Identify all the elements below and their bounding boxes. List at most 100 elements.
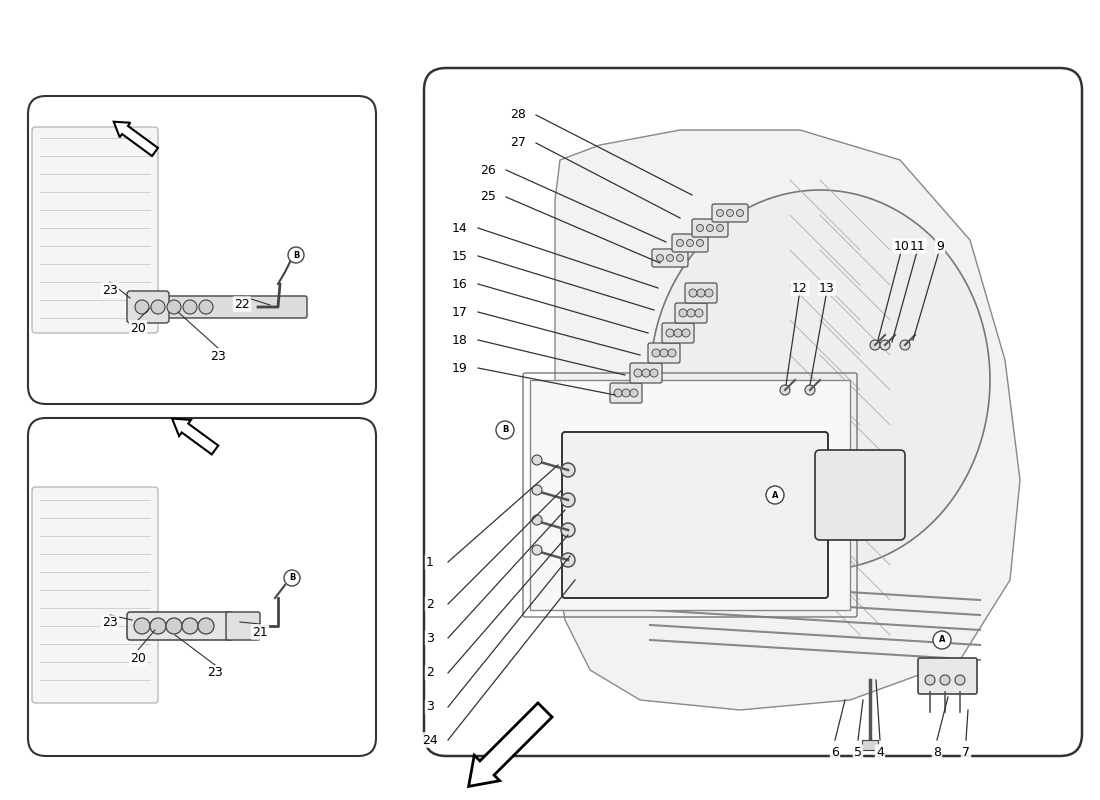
Text: 1: 1 bbox=[426, 555, 433, 569]
Text: 26: 26 bbox=[480, 163, 496, 177]
Text: 11: 11 bbox=[910, 239, 926, 253]
Circle shape bbox=[668, 349, 676, 357]
Text: A: A bbox=[938, 635, 945, 645]
FancyBboxPatch shape bbox=[685, 283, 717, 303]
Text: 20: 20 bbox=[130, 651, 146, 665]
FancyBboxPatch shape bbox=[815, 450, 905, 540]
Circle shape bbox=[134, 618, 150, 634]
Text: 23: 23 bbox=[207, 666, 223, 679]
Text: 17: 17 bbox=[452, 306, 468, 318]
FancyBboxPatch shape bbox=[126, 291, 169, 323]
Circle shape bbox=[561, 553, 575, 567]
FancyBboxPatch shape bbox=[28, 96, 376, 404]
Circle shape bbox=[288, 247, 304, 263]
Text: 15: 15 bbox=[452, 250, 468, 262]
Circle shape bbox=[933, 631, 952, 649]
Circle shape bbox=[199, 300, 213, 314]
Circle shape bbox=[667, 254, 673, 262]
Text: 20: 20 bbox=[130, 322, 146, 334]
Circle shape bbox=[766, 486, 784, 504]
Text: 2: 2 bbox=[426, 598, 433, 610]
Circle shape bbox=[532, 455, 542, 465]
Circle shape bbox=[561, 493, 575, 507]
Circle shape bbox=[621, 389, 630, 397]
Circle shape bbox=[561, 523, 575, 537]
FancyBboxPatch shape bbox=[918, 658, 977, 694]
Circle shape bbox=[780, 385, 790, 395]
Circle shape bbox=[657, 254, 663, 262]
Text: 23: 23 bbox=[210, 350, 225, 362]
Circle shape bbox=[183, 300, 197, 314]
Circle shape bbox=[561, 463, 575, 477]
Circle shape bbox=[689, 289, 697, 297]
FancyArrow shape bbox=[172, 418, 218, 454]
Text: 25: 25 bbox=[480, 190, 496, 203]
Text: 4: 4 bbox=[876, 746, 884, 758]
Circle shape bbox=[679, 309, 688, 317]
FancyBboxPatch shape bbox=[424, 68, 1082, 756]
Text: 3: 3 bbox=[426, 631, 433, 645]
Circle shape bbox=[674, 329, 682, 337]
FancyBboxPatch shape bbox=[692, 219, 728, 237]
Text: 14: 14 bbox=[452, 222, 468, 234]
FancyBboxPatch shape bbox=[163, 296, 307, 318]
Circle shape bbox=[696, 225, 704, 231]
Text: B: B bbox=[289, 574, 295, 582]
FancyBboxPatch shape bbox=[652, 249, 688, 267]
Text: 19: 19 bbox=[452, 362, 468, 374]
FancyBboxPatch shape bbox=[32, 487, 158, 703]
Circle shape bbox=[198, 618, 214, 634]
Text: 27: 27 bbox=[510, 137, 526, 150]
Circle shape bbox=[955, 675, 965, 685]
Text: 28: 28 bbox=[510, 109, 526, 122]
Circle shape bbox=[532, 515, 542, 525]
FancyBboxPatch shape bbox=[226, 612, 260, 640]
Circle shape bbox=[150, 618, 166, 634]
Circle shape bbox=[660, 349, 668, 357]
Circle shape bbox=[726, 210, 734, 217]
Circle shape bbox=[650, 369, 658, 377]
Text: 9: 9 bbox=[936, 239, 944, 253]
Text: 3: 3 bbox=[426, 701, 433, 714]
Circle shape bbox=[682, 329, 690, 337]
FancyBboxPatch shape bbox=[712, 204, 748, 222]
FancyBboxPatch shape bbox=[675, 303, 707, 323]
Circle shape bbox=[900, 340, 910, 350]
Text: B: B bbox=[293, 250, 299, 259]
Circle shape bbox=[496, 421, 514, 439]
Circle shape bbox=[688, 309, 695, 317]
Circle shape bbox=[716, 225, 724, 231]
Circle shape bbox=[940, 675, 950, 685]
FancyArrow shape bbox=[113, 122, 158, 156]
Text: 5: 5 bbox=[854, 746, 862, 758]
Text: eurospares: eurospares bbox=[89, 675, 282, 705]
Circle shape bbox=[925, 675, 935, 685]
Text: eurospares: eurospares bbox=[89, 295, 282, 325]
Text: 24: 24 bbox=[422, 734, 438, 746]
Circle shape bbox=[151, 300, 165, 314]
Text: 2: 2 bbox=[426, 666, 433, 679]
Circle shape bbox=[705, 289, 713, 297]
Circle shape bbox=[652, 349, 660, 357]
Circle shape bbox=[686, 239, 693, 246]
Circle shape bbox=[706, 225, 714, 231]
Circle shape bbox=[630, 389, 638, 397]
FancyBboxPatch shape bbox=[32, 127, 158, 333]
Circle shape bbox=[634, 369, 642, 377]
Circle shape bbox=[614, 389, 622, 397]
Text: eurospares: eurospares bbox=[612, 471, 858, 509]
Circle shape bbox=[666, 329, 674, 337]
FancyBboxPatch shape bbox=[630, 363, 662, 383]
FancyBboxPatch shape bbox=[648, 343, 680, 363]
Circle shape bbox=[642, 369, 650, 377]
Ellipse shape bbox=[650, 190, 990, 570]
Circle shape bbox=[166, 618, 182, 634]
Circle shape bbox=[532, 485, 542, 495]
FancyArrow shape bbox=[469, 703, 552, 786]
Circle shape bbox=[695, 309, 703, 317]
Circle shape bbox=[880, 340, 890, 350]
Circle shape bbox=[532, 545, 542, 555]
Text: 10: 10 bbox=[894, 239, 910, 253]
Text: eurospares: eurospares bbox=[114, 236, 289, 264]
Text: 7: 7 bbox=[962, 746, 970, 758]
